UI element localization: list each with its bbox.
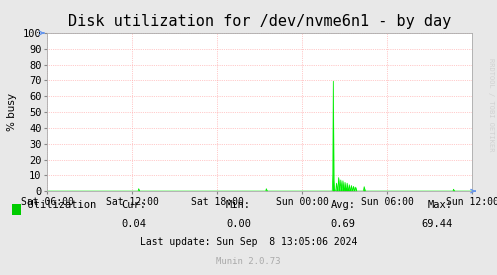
Text: Cur:: Cur: (122, 200, 147, 210)
Text: Min:: Min: (226, 200, 251, 210)
Title: Disk utilization for /dev/nvme6n1 - by day: Disk utilization for /dev/nvme6n1 - by d… (68, 14, 451, 29)
Text: 69.44: 69.44 (421, 219, 452, 229)
Text: Last update: Sun Sep  8 13:05:06 2024: Last update: Sun Sep 8 13:05:06 2024 (140, 237, 357, 247)
Text: Max:: Max: (427, 200, 452, 210)
Text: Munin 2.0.73: Munin 2.0.73 (216, 257, 281, 266)
Text: Avg:: Avg: (331, 200, 355, 210)
Text: 0.04: 0.04 (122, 219, 147, 229)
Text: 0.69: 0.69 (331, 219, 355, 229)
Y-axis label: % busy: % busy (7, 93, 17, 131)
Text: 0.00: 0.00 (226, 219, 251, 229)
Text: RRDTOOL / TOBI OETIKER: RRDTOOL / TOBI OETIKER (488, 58, 494, 151)
Text: Utilization: Utilization (15, 200, 96, 210)
